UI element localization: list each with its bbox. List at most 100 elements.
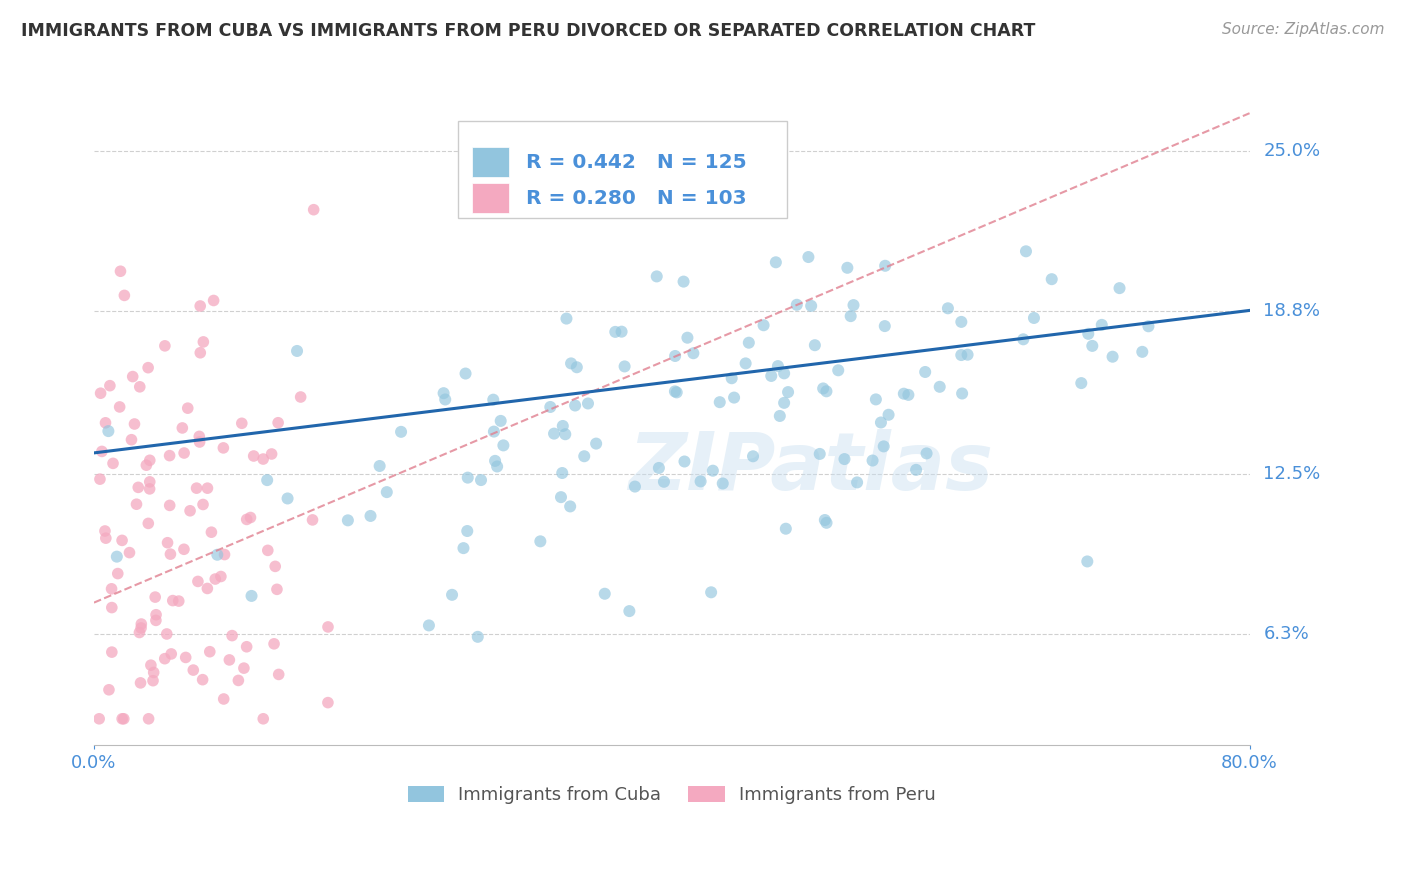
- Point: [142, 665, 165, 680]
- Point: [112, 288, 135, 302]
- Point: [136, 516, 159, 531]
- Point: [673, 454, 696, 468]
- Point: [101, 645, 124, 659]
- Point: [129, 676, 152, 690]
- Point: [808, 447, 831, 461]
- Point: [97, 682, 120, 697]
- Point: [135, 458, 157, 473]
- Text: 18.8%: 18.8%: [1264, 301, 1320, 320]
- Point: [456, 524, 478, 538]
- Point: [585, 436, 607, 450]
- Point: [761, 368, 783, 383]
- Point: [98, 378, 121, 392]
- Point: [619, 604, 641, 618]
- Point: [560, 500, 582, 514]
- Point: [156, 535, 179, 549]
- Point: [160, 647, 183, 661]
- Point: [138, 482, 160, 496]
- Point: [90, 386, 112, 401]
- Point: [1130, 344, 1153, 359]
- Text: ZIPatlas: ZIPatlas: [628, 429, 993, 508]
- Point: [574, 449, 596, 463]
- Point: [766, 359, 789, 373]
- Point: [811, 381, 834, 395]
- Point: [1076, 554, 1098, 568]
- Point: [290, 390, 312, 404]
- Point: [191, 673, 214, 687]
- Point: [389, 425, 412, 439]
- Point: [207, 548, 229, 562]
- Point: [105, 549, 128, 564]
- Point: [131, 617, 153, 632]
- Point: [936, 301, 959, 316]
- Point: [111, 533, 134, 548]
- Point: [101, 600, 124, 615]
- Point: [804, 338, 827, 352]
- Point: [742, 450, 765, 464]
- Point: [839, 309, 862, 323]
- Point: [256, 543, 278, 558]
- Point: [470, 473, 492, 487]
- Point: [950, 315, 973, 329]
- Point: [316, 620, 339, 634]
- Point: [159, 449, 181, 463]
- Point: [94, 416, 117, 430]
- Point: [689, 475, 711, 489]
- Point: [418, 618, 440, 632]
- Point: [89, 712, 111, 726]
- Point: [846, 475, 869, 490]
- Legend: Immigrants from Cuba, Immigrants from Peru: Immigrants from Cuba, Immigrants from Pe…: [401, 779, 943, 811]
- Point: [492, 438, 515, 452]
- Point: [375, 485, 398, 500]
- Point: [97, 424, 120, 438]
- Point: [187, 574, 209, 589]
- Point: [738, 335, 761, 350]
- Point: [613, 359, 636, 374]
- Point: [198, 645, 221, 659]
- Point: [197, 481, 219, 495]
- Point: [870, 416, 893, 430]
- Point: [433, 386, 456, 401]
- Point: [1101, 350, 1123, 364]
- Point: [676, 331, 699, 345]
- Point: [645, 269, 668, 284]
- Point: [564, 399, 586, 413]
- Point: [301, 513, 323, 527]
- Point: [212, 692, 235, 706]
- Point: [648, 461, 671, 475]
- Point: [181, 663, 204, 677]
- Point: [368, 458, 391, 473]
- Point: [110, 264, 132, 278]
- Point: [550, 490, 572, 504]
- Point: [551, 419, 574, 434]
- Point: [263, 637, 285, 651]
- Point: [142, 673, 165, 688]
- Point: [360, 508, 382, 523]
- Point: [873, 319, 896, 334]
- Point: [174, 650, 197, 665]
- Point: [153, 651, 176, 665]
- Point: [865, 392, 887, 407]
- Point: [186, 481, 208, 495]
- Point: [111, 712, 134, 726]
- Point: [94, 524, 117, 538]
- Point: [484, 454, 506, 468]
- Text: 6.3%: 6.3%: [1264, 624, 1309, 642]
- Point: [159, 547, 181, 561]
- Point: [172, 421, 194, 435]
- Point: [565, 360, 588, 375]
- Point: [800, 299, 823, 313]
- Point: [179, 504, 201, 518]
- Point: [720, 371, 742, 385]
- Point: [277, 491, 299, 506]
- Point: [489, 414, 512, 428]
- Text: R = 0.280   N = 103: R = 0.280 N = 103: [526, 189, 747, 208]
- Point: [434, 392, 457, 407]
- Point: [145, 607, 167, 622]
- Point: [551, 466, 574, 480]
- Point: [218, 653, 240, 667]
- Point: [101, 456, 124, 470]
- Point: [815, 384, 838, 399]
- Point: [240, 589, 263, 603]
- Point: [486, 459, 509, 474]
